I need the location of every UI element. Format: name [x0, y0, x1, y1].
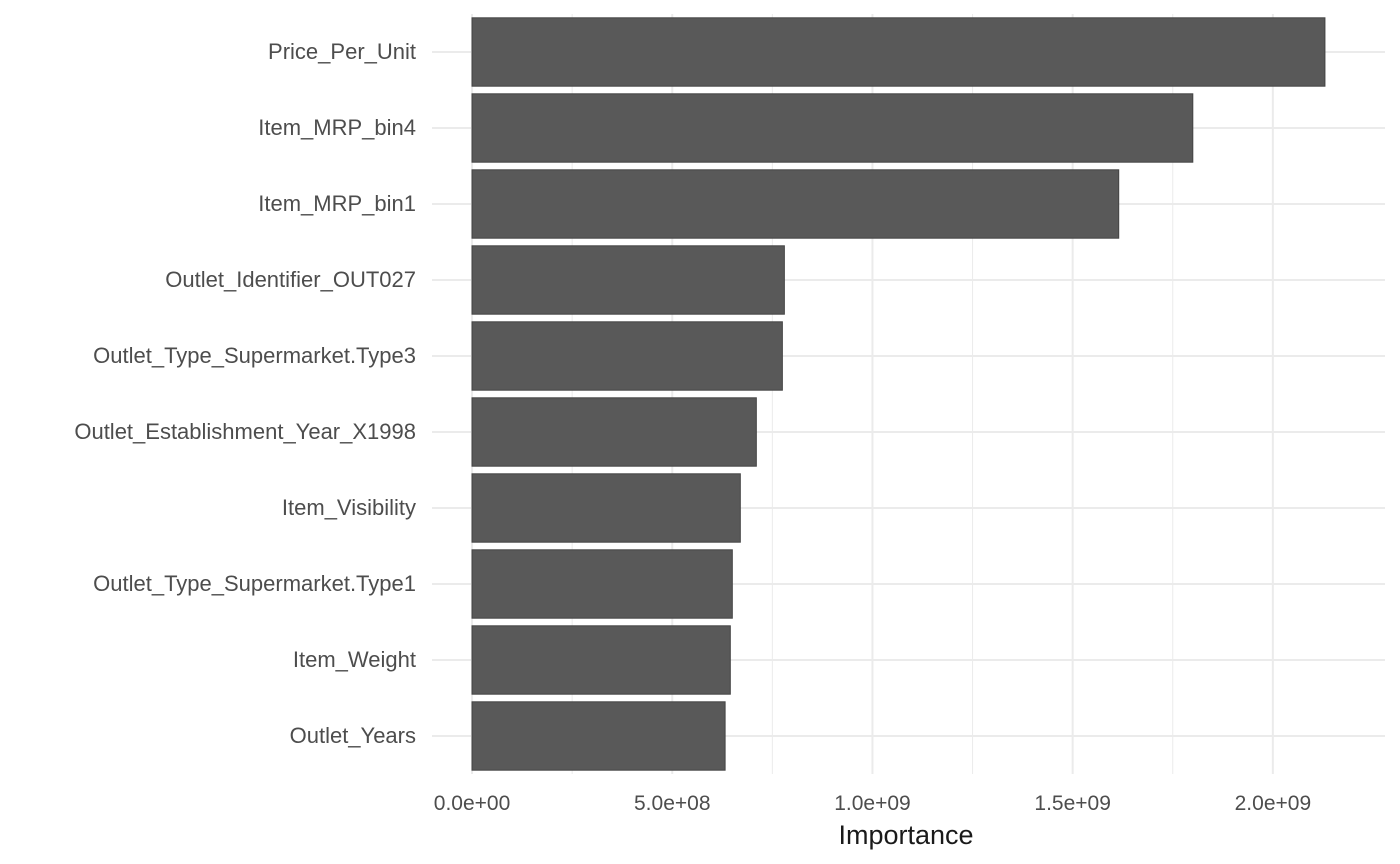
y-tick-label: Outlet_Identifier_OUT027 — [165, 267, 416, 292]
bar-Item_Visibility — [471, 473, 741, 543]
y-axis-labels: Price_Per_Unit Item_MRP_bin4 Item_MRP_bin1… — [74, 39, 416, 748]
x-tick-label: 1.0e+09 — [834, 792, 911, 815]
x-tick-label: 2.0e+09 — [1235, 792, 1312, 815]
bar-Outlet_Years — [471, 701, 726, 771]
bar-Outlet_Identifier_OUT027 — [471, 245, 785, 315]
y-tick-label: Item_MRP_bin1 — [258, 191, 416, 216]
x-axis-title: Importance — [838, 820, 973, 850]
bar-Price_Per_Unit — [471, 17, 1326, 87]
x-axis-tick-labels: 0.0e+00 5.0e+08 1.0e+09 1.5e+09 2.0e+09 — [434, 792, 1311, 815]
y-tick-label: Item_Weight — [293, 647, 416, 672]
x-tick-label: 1.5e+09 — [1034, 792, 1111, 815]
bar-Item_MRP_bin4 — [471, 93, 1194, 163]
x-tick-label: 5.0e+08 — [634, 792, 711, 815]
y-tick-label: Outlet_Type_Supermarket.Type1 — [93, 571, 416, 596]
y-tick-label: Item_Visibility — [282, 495, 416, 520]
bar-Outlet_Type_Supermarket.Type1 — [471, 549, 733, 619]
y-tick-label: Price_Per_Unit — [268, 39, 416, 64]
bar-Outlet_Type_Supermarket.Type3 — [471, 321, 783, 391]
y-tick-label: Outlet_Establishment_Year_X1998 — [74, 419, 416, 444]
x-tick-label: 0.0e+00 — [434, 792, 511, 815]
y-tick-label: Outlet_Years — [290, 723, 416, 748]
y-tick-label: Outlet_Type_Supermarket.Type3 — [93, 343, 416, 368]
bar-Item_Weight — [471, 625, 731, 695]
bar-Item_MRP_bin1 — [471, 169, 1120, 239]
bar-Outlet_Establishment_Year_X1998 — [471, 397, 757, 467]
bars — [471, 17, 1326, 771]
y-tick-label: Item_MRP_bin4 — [258, 115, 416, 140]
